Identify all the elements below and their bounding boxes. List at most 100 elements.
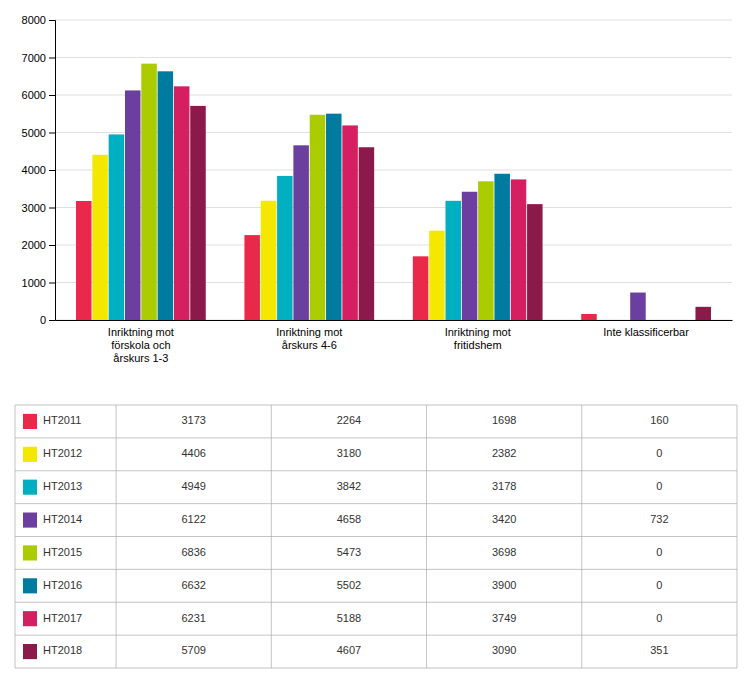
bar xyxy=(581,314,597,320)
legend-row: HT2011317322641698160 xyxy=(23,414,669,429)
table-rule xyxy=(271,405,272,668)
table-value: 351 xyxy=(650,644,668,656)
tick-label: 2000 xyxy=(22,239,46,251)
tick-label: Inriktning motförskola ochårskurs 1-3 xyxy=(108,326,174,364)
tick-label: 3000 xyxy=(22,202,46,214)
table-value: 5188 xyxy=(337,612,361,624)
bar-series xyxy=(125,90,646,320)
bar xyxy=(342,125,358,320)
bar xyxy=(92,155,108,320)
legend-row: HT20156836547336980 xyxy=(23,545,662,560)
legend-swatch xyxy=(23,480,37,495)
bar xyxy=(494,174,510,320)
bar xyxy=(478,181,494,320)
table-value: 5502 xyxy=(337,579,361,591)
legend-row: HT2014 6122 4658 3420 732 xyxy=(23,513,669,528)
bar xyxy=(663,320,679,321)
bar-series xyxy=(174,86,526,320)
table-value: 6231 xyxy=(181,612,205,624)
tick: 3000 xyxy=(22,202,55,214)
bar xyxy=(679,320,695,321)
table-rule xyxy=(426,405,427,668)
tick: 7000 xyxy=(22,52,55,64)
tick-label: 1000 xyxy=(22,277,46,289)
legend-label: HT2014 xyxy=(43,513,82,525)
table-value: 0 xyxy=(656,579,662,591)
bar-series xyxy=(141,64,493,320)
table-value: 4949 xyxy=(181,480,205,492)
grid-line xyxy=(55,20,732,21)
bar xyxy=(141,64,157,320)
bar xyxy=(125,90,141,320)
table-value: 4658 xyxy=(337,513,361,525)
table-value: 3090 xyxy=(492,644,516,656)
tick-mark xyxy=(49,283,55,284)
bar xyxy=(310,115,326,320)
tick-mark xyxy=(49,208,55,209)
bar xyxy=(647,320,663,321)
legend-swatch xyxy=(23,611,37,626)
table-rule xyxy=(737,405,738,668)
legend-swatch xyxy=(23,644,37,659)
tick: 5000 xyxy=(22,127,55,139)
legend-row: HT20124406318023820 xyxy=(23,447,662,462)
bar xyxy=(511,179,527,320)
tick-label: 7000 xyxy=(22,52,46,64)
table-value: 3900 xyxy=(492,579,516,591)
table-value: 6632 xyxy=(181,579,205,591)
legend-label: HT2017 xyxy=(43,612,82,624)
bar xyxy=(244,235,260,320)
tick-label: 6000 xyxy=(22,89,46,101)
bar xyxy=(630,293,646,320)
tick: 2000 xyxy=(22,239,55,251)
table-rule xyxy=(15,470,737,471)
grid xyxy=(55,20,732,320)
table-value: 3698 xyxy=(492,546,516,558)
table-rule xyxy=(15,405,737,406)
bar xyxy=(158,71,174,320)
bars xyxy=(76,64,711,320)
legend-label: HT2018 xyxy=(43,644,82,656)
table-value: 5709 xyxy=(181,644,205,656)
table-value: 0 xyxy=(656,546,662,558)
bar xyxy=(277,176,293,320)
tick-label: Inriktning motårskurs 4-6 xyxy=(276,326,342,351)
table-value: 3180 xyxy=(337,447,361,459)
bar-series xyxy=(190,106,711,320)
legend-row: HT20134949384231780 xyxy=(23,480,662,495)
legend-swatch xyxy=(23,578,37,593)
bar xyxy=(598,320,614,321)
table-value: 3178 xyxy=(492,480,516,492)
table-value: 6122 xyxy=(181,513,205,525)
table-value: 0 xyxy=(656,447,662,459)
table-rule xyxy=(15,437,737,438)
tick: Inriktning motfritidshem xyxy=(445,326,511,351)
table-value: 3420 xyxy=(492,513,516,525)
bar xyxy=(614,320,630,321)
bar-series xyxy=(158,71,510,320)
grid-line xyxy=(55,57,732,58)
table-value: 3842 xyxy=(337,480,361,492)
tick-label: 4000 xyxy=(22,164,46,176)
tick-mark xyxy=(49,320,55,321)
table-value: 5473 xyxy=(337,546,361,558)
axis-line xyxy=(49,21,56,321)
plot: 010002000300040005000600070008000Inriktn… xyxy=(22,14,733,364)
bar xyxy=(359,147,375,320)
tick-label: 0 xyxy=(40,314,46,326)
table-value: 732 xyxy=(650,513,668,525)
table-value: 6836 xyxy=(181,546,205,558)
table-rule xyxy=(15,668,737,669)
tick-label: 5000 xyxy=(22,127,46,139)
legend-label: HT2012 xyxy=(43,447,82,459)
table-value: 4406 xyxy=(181,447,205,459)
legend-table: HT2011317322641698160HT20124406318023820… xyxy=(15,405,737,668)
tick-mark xyxy=(49,133,55,134)
bar xyxy=(429,231,445,320)
bar xyxy=(190,106,206,320)
table-value: 4607 xyxy=(337,644,361,656)
table-rule xyxy=(15,405,16,668)
tick-mark xyxy=(49,95,55,96)
bar xyxy=(462,192,478,320)
tick: 4000 xyxy=(22,164,55,176)
